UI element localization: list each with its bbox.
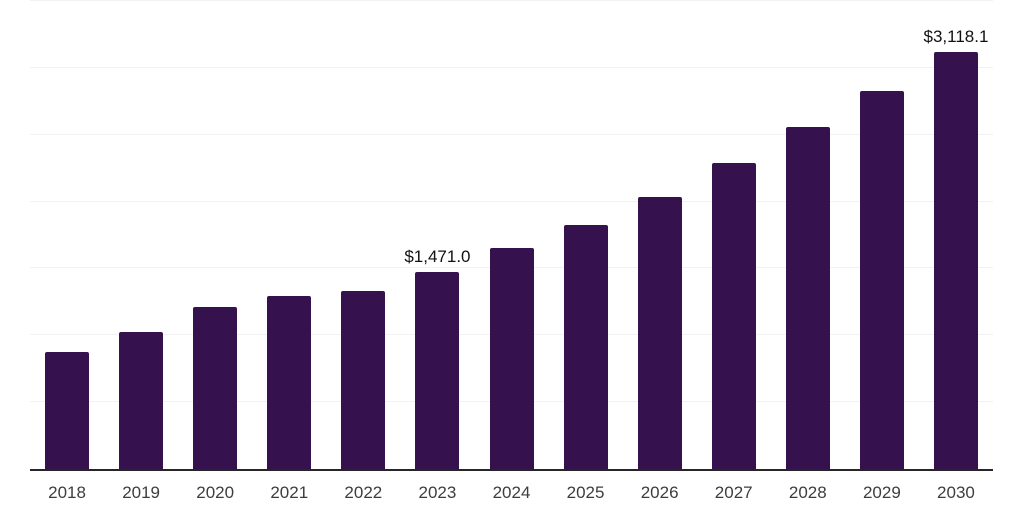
gridline-2500 [30,133,993,135]
x-tick-2024: 2024 [492,483,531,502]
bar-2028 [785,127,830,469]
gridline-3000 [30,66,993,68]
bar-2021 [267,296,312,469]
value-label-2030: $3,118.1 [923,27,989,47]
bar-2029 [859,91,904,469]
x-tick-2018: 2018 [48,483,86,502]
bar-2018 [45,352,90,469]
x-tick-2028: 2028 [788,483,827,502]
gridline-3500 [30,0,993,1]
bar-2030 [933,52,978,469]
bar-2022 [341,291,386,469]
x-tick-2025: 2025 [566,483,605,502]
bar-2025 [563,224,608,469]
x-tick-2023: 2023 [418,483,457,502]
x-tick-2022: 2022 [344,483,383,502]
x-tick-2030: 2030 [937,483,975,502]
gridline-2000 [30,200,993,202]
x-tick-2029: 2029 [862,483,901,502]
plot-area: $1,471.0 $3,118.1 [30,0,993,471]
bar-2026 [637,196,682,469]
bar-2019 [119,331,164,469]
x-tick-2027: 2027 [714,483,753,502]
x-tick-2020: 2020 [196,483,235,502]
x-tick-2021: 2021 [270,483,309,502]
value-label-2023: $1,471.0 [404,247,471,267]
bar-2027 [711,162,756,469]
bar-2023 [415,272,460,469]
x-axis: 2018 2019 2020 2021 2022 2023 2024 2025 2026 2027… [30,483,993,507]
bar-2024 [489,247,534,469]
x-tick-2026: 2026 [640,483,679,502]
bar-2020 [193,307,238,469]
x-tick-2019: 2019 [122,483,161,502]
